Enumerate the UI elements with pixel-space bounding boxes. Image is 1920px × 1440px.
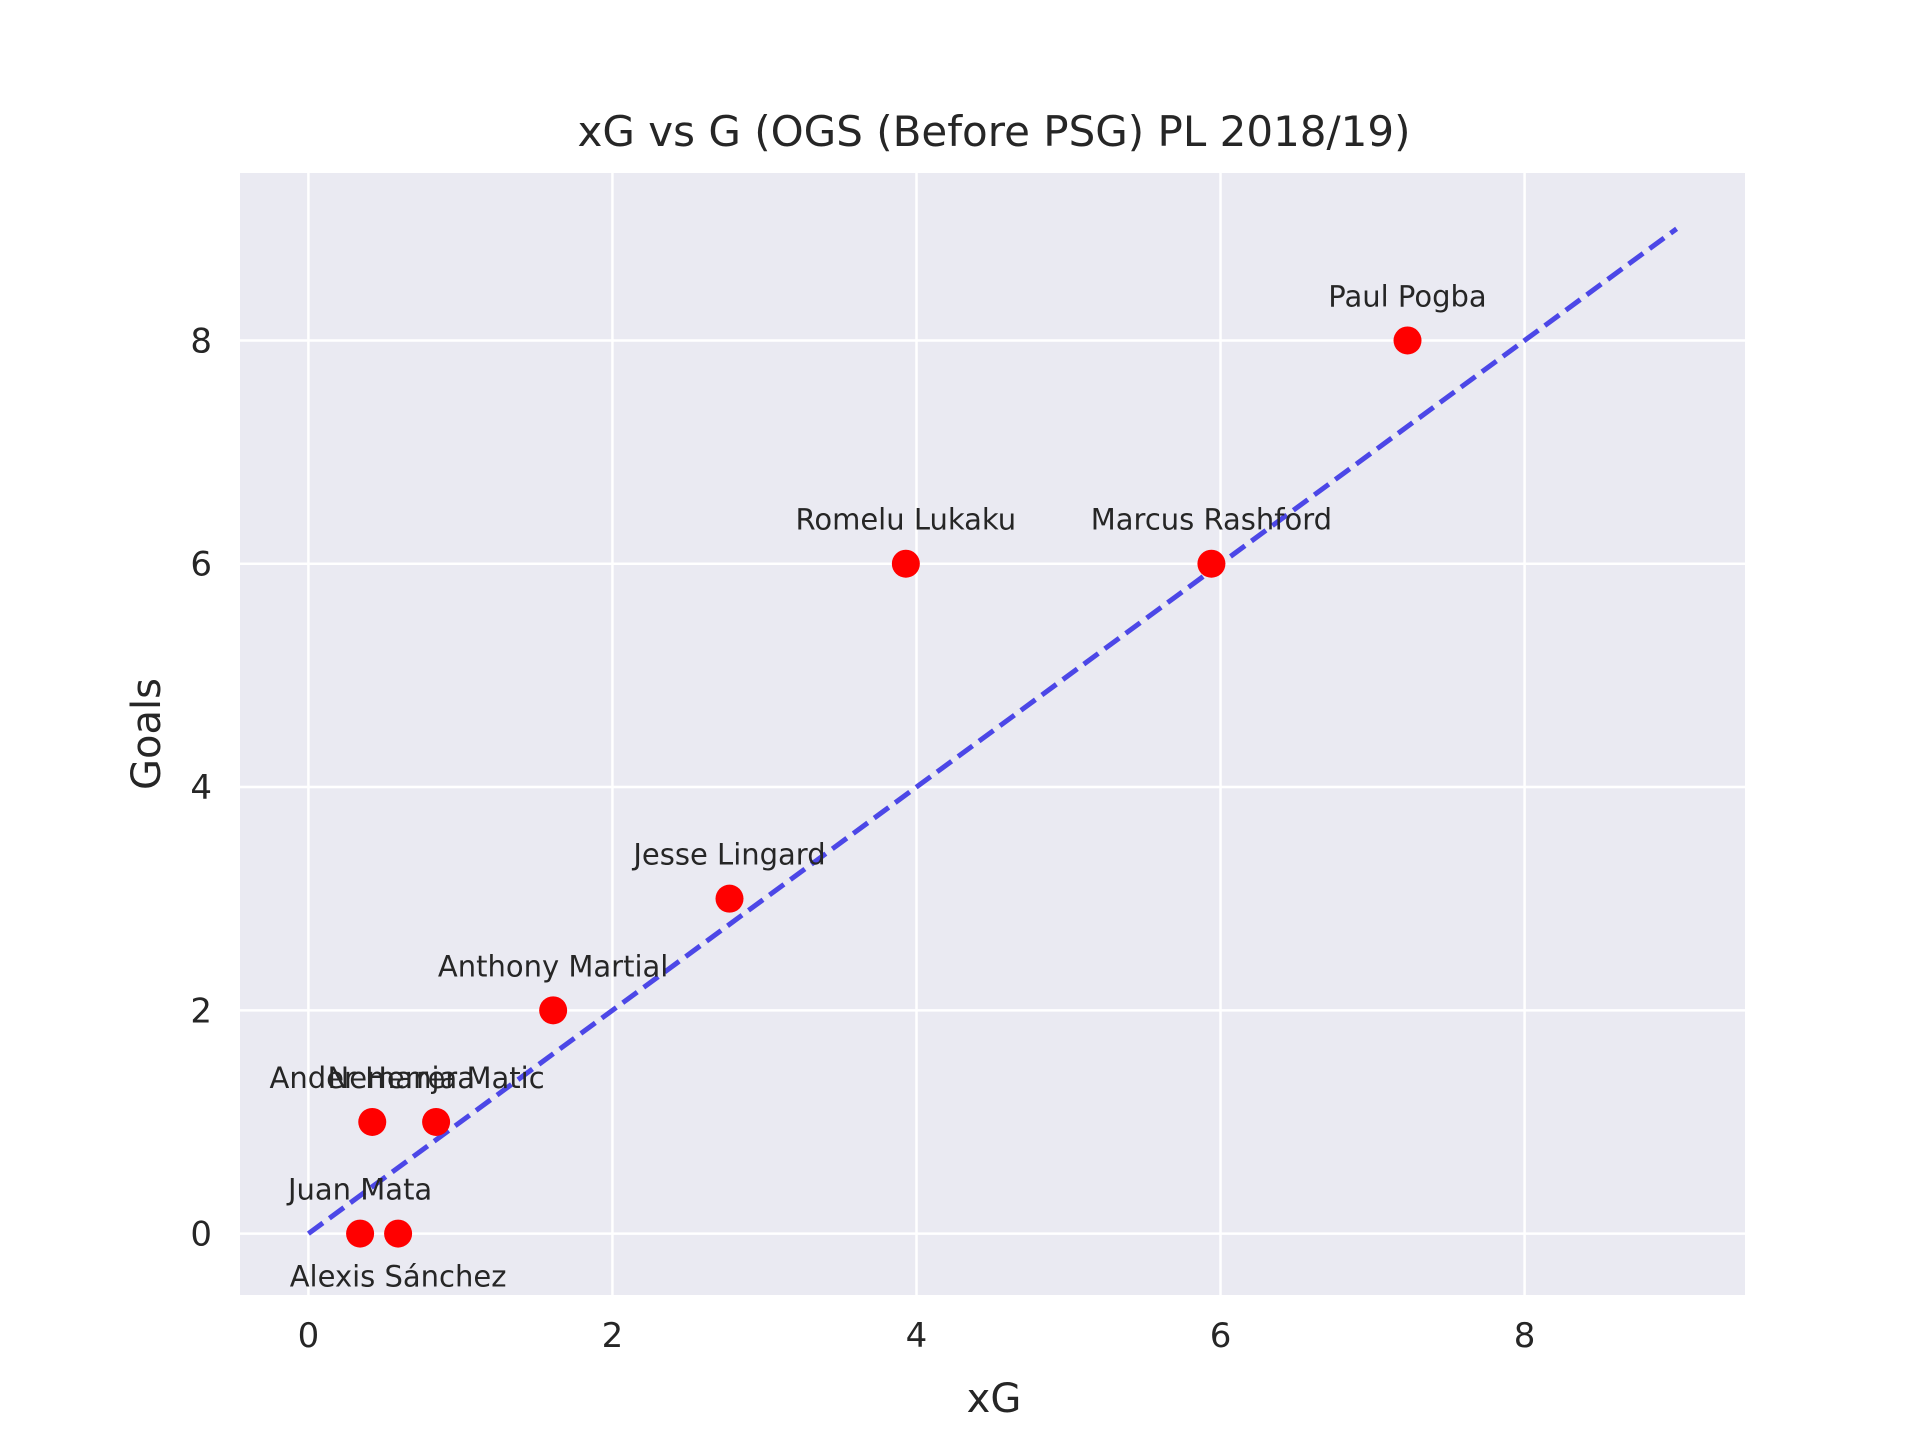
data-point xyxy=(1393,326,1422,355)
y-axis-title: Goals xyxy=(124,678,170,790)
x-tick-label: 8 xyxy=(1514,1316,1536,1356)
data-point xyxy=(539,996,568,1025)
data-point xyxy=(358,1107,387,1136)
point-label: Nemanja Matic xyxy=(328,1061,545,1095)
data-point xyxy=(384,1219,413,1248)
data-point xyxy=(1197,549,1226,578)
grid xyxy=(240,173,1745,1295)
y-tick-label: 6 xyxy=(190,545,212,585)
x-axis-title: xG xyxy=(967,1376,1022,1422)
data-point xyxy=(346,1219,375,1248)
point-labels-layer: Paul Pogba Romelu Lukaku Marcus Rashford Je… xyxy=(270,279,1487,1293)
x-tick-label: 4 xyxy=(906,1316,928,1356)
point-label: Romelu Lukaku xyxy=(795,503,1016,537)
point-label: Juan Mata xyxy=(286,1173,432,1207)
y-tick-label: 2 xyxy=(190,991,212,1031)
point-label: Jesse Lingard xyxy=(631,838,825,872)
point-label: Anthony Martial xyxy=(438,949,668,983)
points-layer xyxy=(346,326,1422,1248)
point-label: Marcus Rashford xyxy=(1091,503,1332,537)
point-label: Alexis Sánchez xyxy=(290,1260,507,1294)
y-tick-label: 8 xyxy=(190,321,212,361)
y-tick-label: 0 xyxy=(190,1215,212,1255)
reference-line-layer xyxy=(306,226,1679,1236)
reference-line xyxy=(306,226,1679,1236)
y-tick-label: 4 xyxy=(190,768,212,808)
data-point xyxy=(715,884,744,913)
data-point xyxy=(891,549,920,578)
x-tick-label: 0 xyxy=(298,1316,320,1356)
point-label: Paul Pogba xyxy=(1328,279,1486,313)
x-tick-label: 2 xyxy=(602,1316,624,1356)
data-point xyxy=(422,1107,451,1136)
tick-labels: 0 2 4 6 8 0 2 4 6 8 xyxy=(190,321,1535,1356)
x-tick-label: 6 xyxy=(1210,1316,1232,1356)
point-label: Ander Herrera xyxy=(270,1061,476,1095)
chart-title: xG vs G (OGS (Before PSG) PL 2018/19) xyxy=(577,107,1410,156)
